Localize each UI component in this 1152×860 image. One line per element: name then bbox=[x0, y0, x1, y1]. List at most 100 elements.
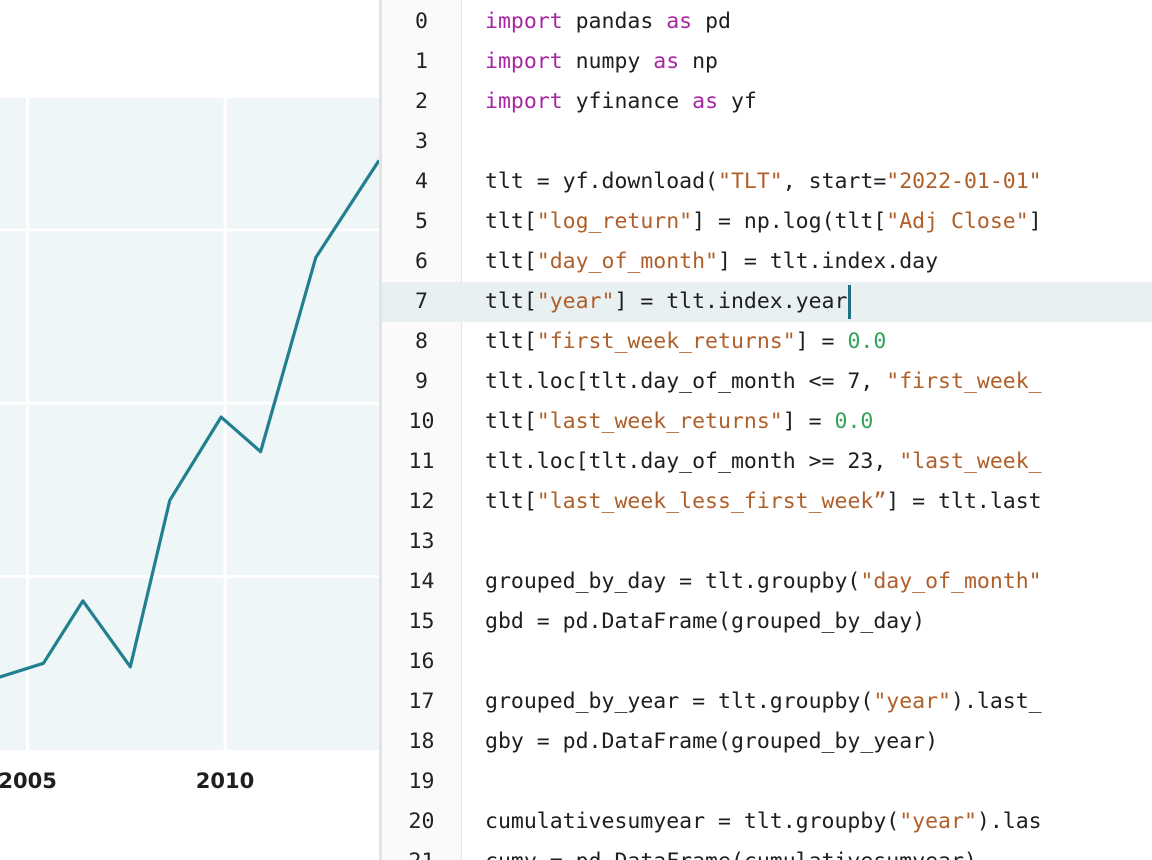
code-token: ] = tlt.index.day bbox=[718, 249, 939, 274]
code-token: "year" bbox=[536, 289, 615, 314]
code-token: ] = tlt.last bbox=[886, 489, 1042, 514]
code-line[interactable]: 14 grouped_by_day = tlt.groupby("day_of_m… bbox=[382, 562, 1152, 602]
line-code[interactable]: import numpy as np bbox=[485, 42, 718, 82]
line-code[interactable]: grouped_by_day = tlt.groupby("day_of_mon… bbox=[485, 562, 1042, 602]
line-number: 15 bbox=[408, 609, 435, 634]
line-number: 2 bbox=[415, 89, 428, 114]
code-token: tlt = yf.download( bbox=[485, 169, 718, 194]
line-code[interactable]: tlt["first_week_returns"] = 0.0 bbox=[485, 322, 886, 362]
code-line[interactable]: 1 import numpy as np bbox=[382, 42, 1152, 82]
code-token: "year" bbox=[873, 689, 951, 714]
code-token: "first_week_ bbox=[886, 369, 1042, 394]
code-token: import bbox=[485, 89, 563, 114]
code-token: "log_return" bbox=[536, 209, 693, 234]
code-line[interactable]: 9 tlt.loc[tlt.day_of_month <= 7, "first_w… bbox=[382, 362, 1152, 402]
line-code[interactable]: tlt.loc[tlt.day_of_month >= 23, "last_we… bbox=[485, 442, 1042, 482]
code-lines[interactable]: 0 import pandas as pd 1 import numpy as np 2… bbox=[382, 2, 1152, 860]
line-number: 3 bbox=[415, 129, 428, 154]
code-token: yf bbox=[718, 89, 757, 114]
line-number: 17 bbox=[408, 689, 435, 714]
line-code[interactable]: cumulativesumyear = tlt.groupby("year").… bbox=[485, 802, 1042, 842]
line-number: 13 bbox=[408, 529, 435, 554]
code-token: np bbox=[679, 49, 719, 74]
code-token: tlt.loc[tlt.day_of_month <= 7, bbox=[485, 369, 887, 394]
line-code[interactable]: cumy = pd.DataFrame(cumulativesumyear) bbox=[485, 842, 977, 860]
code-token: import bbox=[485, 49, 563, 74]
line-code[interactable]: import pandas as pd bbox=[485, 2, 731, 42]
code-line[interactable]: 0 import pandas as pd bbox=[382, 2, 1152, 42]
code-token: tlt[ bbox=[485, 289, 537, 314]
code-line[interactable]: 10 tlt["last_week_returns"] = 0.0 bbox=[382, 402, 1152, 442]
code-line[interactable]: 6 tlt["day_of_month"] = tlt.index.day bbox=[382, 242, 1152, 282]
line-code[interactable]: gby = pd.DataFrame(grouped_by_year) bbox=[485, 722, 938, 762]
code-token: 0.0 bbox=[834, 409, 874, 434]
code-line[interactable]: 8 tlt["first_week_returns"] = 0.0 bbox=[382, 322, 1152, 362]
code-token: import bbox=[485, 9, 563, 34]
code-token: cumulativesumyear = tlt.groupby( bbox=[485, 809, 900, 834]
line-code[interactable]: tlt["last_week_less_first_week”] = tlt.l… bbox=[485, 482, 1042, 522]
line-chart: 2005 2010 bbox=[0, 98, 379, 793]
code-token: gbd = pd.DataFrame(grouped_by_day) bbox=[485, 609, 926, 634]
line-code[interactable]: tlt["year"] = tlt.index.year bbox=[485, 282, 852, 322]
code-line[interactable]: 7 tlt["year"] = tlt.index.year bbox=[382, 282, 1152, 322]
line-code[interactable]: tlt.loc[tlt.day_of_month <= 7, "first_we… bbox=[485, 362, 1042, 402]
code-line[interactable]: 16 bbox=[382, 642, 1152, 682]
code-token: "first_week_returns" bbox=[536, 329, 796, 354]
code-line[interactable]: 3 bbox=[382, 122, 1152, 162]
code-token: "Adj Close" bbox=[886, 209, 1029, 234]
line-number: 19 bbox=[408, 769, 435, 794]
code-line[interactable]: 21 cumy = pd.DataFrame(cumulativesumyear) bbox=[382, 842, 1152, 860]
code-line[interactable]: 19 bbox=[382, 762, 1152, 802]
line-number: 8 bbox=[415, 329, 428, 354]
code-line[interactable]: 2 import yfinance as yf bbox=[382, 82, 1152, 122]
code-line[interactable]: 11 tlt.loc[tlt.day_of_month >= 23, "last_… bbox=[382, 442, 1152, 482]
code-line[interactable]: 15 gbd = pd.DataFrame(grouped_by_day) bbox=[382, 602, 1152, 642]
text-cursor bbox=[848, 285, 852, 319]
code-token: gby = pd.DataFrame(grouped_by_year) bbox=[485, 729, 939, 754]
code-token: 0.0 bbox=[847, 329, 887, 354]
line-code[interactable]: tlt["day_of_month"] = tlt.index.day bbox=[485, 242, 938, 282]
line-code[interactable]: gbd = pd.DataFrame(grouped_by_day) bbox=[485, 602, 925, 642]
code-token: ).las bbox=[976, 809, 1042, 834]
line-code[interactable]: tlt["last_week_returns"] = 0.0 bbox=[485, 402, 873, 442]
line-number-gutter bbox=[382, 0, 462, 860]
code-token: , start= bbox=[782, 169, 887, 194]
code-editor[interactable]: 0 import pandas as pd 1 import numpy as np 2… bbox=[382, 0, 1152, 860]
code-token: "last_week_less_first_week” bbox=[536, 489, 887, 514]
code-token: "TLT" bbox=[718, 169, 783, 194]
code-token: ] = np.log(tlt[ bbox=[692, 209, 887, 234]
line-code[interactable]: import yfinance as yf bbox=[485, 82, 757, 122]
code-token: pandas bbox=[562, 9, 667, 34]
pane-divider[interactable] bbox=[379, 0, 382, 860]
code-line[interactable]: 4 tlt = yf.download("TLT", start="2022-01… bbox=[382, 162, 1152, 202]
code-token: numpy bbox=[562, 49, 654, 74]
line-number: 10 bbox=[408, 409, 435, 434]
line-number: 11 bbox=[408, 449, 435, 474]
plot-background bbox=[0, 98, 379, 750]
code-line[interactable]: 12 tlt["last_week_less_first_week”] = tlt… bbox=[382, 482, 1152, 522]
code-token: tlt[ bbox=[485, 209, 537, 234]
line-code[interactable]: tlt["log_return"] = np.log(tlt["Adj Clos… bbox=[485, 202, 1042, 242]
line-number: 1 bbox=[415, 49, 428, 74]
code-token: "last_week_ bbox=[899, 449, 1042, 474]
line-number: 4 bbox=[415, 169, 428, 194]
code-token: tlt.loc[tlt.day_of_month >= 23, bbox=[485, 449, 900, 474]
code-line[interactable]: 13 bbox=[382, 522, 1152, 562]
line-number: 21 bbox=[382, 842, 461, 860]
line-number: 6 bbox=[415, 249, 428, 274]
code-token: grouped_by_day = tlt.groupby( bbox=[485, 569, 861, 594]
code-line[interactable]: 20 cumulativesumyear = tlt.groupby("year"… bbox=[382, 802, 1152, 842]
line-number: 20 bbox=[408, 809, 435, 834]
line-number: 5 bbox=[415, 209, 428, 234]
line-code[interactable]: grouped_by_year = tlt.groupby("year").la… bbox=[485, 682, 1042, 722]
code-token: pd bbox=[692, 9, 731, 34]
code-line[interactable]: 18 gby = pd.DataFrame(grouped_by_year) bbox=[382, 722, 1152, 762]
code-line[interactable]: 5 tlt["log_return"] = np.log(tlt["Adj Clo… bbox=[382, 202, 1152, 242]
code-token: as bbox=[666, 9, 693, 34]
line-number: 9 bbox=[415, 369, 428, 394]
code-line[interactable]: 17 grouped_by_year = tlt.groupby("year").… bbox=[382, 682, 1152, 722]
code-token: tlt[ bbox=[485, 489, 537, 514]
line-number: 0 bbox=[415, 9, 428, 34]
code-token: "last_week_returns" bbox=[536, 409, 783, 434]
line-code[interactable]: tlt = yf.download("TLT", start="2022-01-… bbox=[485, 162, 1042, 202]
